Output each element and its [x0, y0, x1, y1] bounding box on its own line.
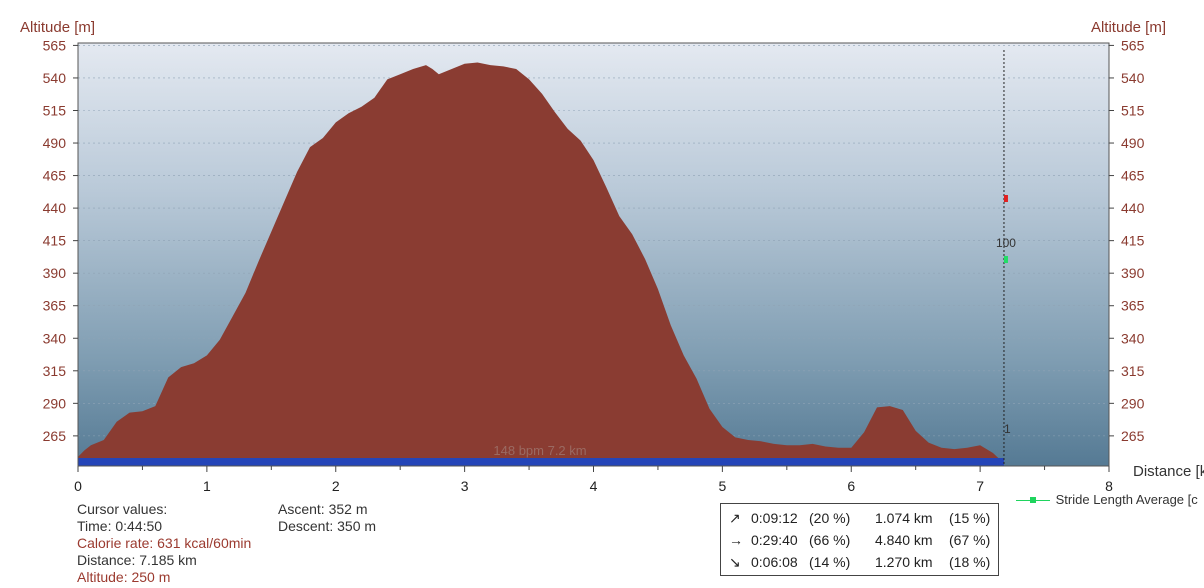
y-axis-left: 265 290 315 340 365 390 415 440 465 490 515 540 565 — [43, 37, 78, 444]
stat-time-pct: (66 %) — [809, 532, 851, 548]
x-tick-label: 1 — [203, 478, 211, 494]
y-tick-label: 290 — [1121, 395, 1145, 411]
x-axis: 0 1 2 3 4 5 6 7 8 — [74, 466, 1113, 494]
x-tick-label: 5 — [718, 478, 726, 494]
stat-distance-pct: (18 %) — [949, 554, 991, 570]
y-tick-label: 415 — [43, 233, 67, 249]
x-tick-label: 4 — [590, 478, 598, 494]
y-tick-label: 465 — [43, 168, 67, 184]
cursor-altitude: Altitude: 250 m — [77, 569, 171, 585]
y-tick-label: 390 — [1121, 265, 1145, 281]
cursor-label-1: 1 — [1004, 422, 1011, 436]
cursor-marker-red — [1003, 195, 1008, 202]
y-tick-label: 515 — [1121, 102, 1145, 118]
stat-time-pct: (20 %) — [809, 510, 851, 526]
descent-arrow-icon: ↘ — [729, 554, 741, 570]
altitude-area — [78, 62, 1004, 464]
y-tick-label: 490 — [1121, 135, 1145, 151]
legend[interactable]: Stride Length Average [c — [1014, 492, 1198, 507]
y-tick-label: 315 — [1121, 363, 1145, 379]
y-tick-label: 315 — [43, 363, 67, 379]
x-tick-label: 3 — [461, 478, 469, 494]
cursor-values-header: Cursor values: — [77, 501, 168, 517]
segment-stats-box: ↗ 0:09:12 (20 %) 1.074 km (15 %) → 0:29:… — [720, 503, 999, 576]
cursor-values-panel: Cursor values: Time: 0:44:50 Calorie rat… — [77, 501, 251, 586]
y-tick-label: 365 — [43, 298, 67, 314]
cursor-marker-green — [1003, 256, 1008, 263]
y-tick-label: 415 — [1121, 233, 1145, 249]
y-axis-right: 265 290 315 340 365 390 415 440 465 490 515 540 565 — [1109, 37, 1145, 444]
cursor-calorie-rate: Calorie rate: 631 kcal/60min — [77, 535, 252, 551]
bar-annotation: 148 bpm 7.2 km — [493, 443, 586, 458]
y-tick-label: 490 — [43, 135, 67, 151]
stat-distance: 1.074 km — [875, 510, 933, 526]
stat-time: 0:06:08 — [751, 554, 798, 570]
y-tick-label: 440 — [43, 200, 67, 216]
y-tick-label: 565 — [43, 37, 67, 53]
y-tick-label: 340 — [43, 330, 67, 346]
stat-distance-pct: (15 %) — [949, 510, 991, 526]
y-tick-label: 540 — [43, 70, 67, 86]
stat-time: 0:09:12 — [751, 510, 798, 526]
stat-time-pct: (14 %) — [809, 554, 851, 570]
cursor-label-100: 100 — [996, 236, 1016, 250]
y-axis-title-right: Altitude [m] — [1091, 19, 1166, 36]
y-tick-label: 265 — [43, 428, 67, 444]
ascent-value: Ascent: 352 m — [278, 501, 368, 517]
x-tick-label: 6 — [847, 478, 855, 494]
stat-time: 0:29:40 — [751, 532, 798, 548]
y-tick-label: 465 — [1121, 168, 1145, 184]
y-tick-label: 540 — [1121, 70, 1145, 86]
y-axis-title-left: Altitude [m] — [20, 19, 95, 36]
flat-arrow-icon: → — [729, 532, 743, 548]
stat-distance-pct: (67 %) — [949, 532, 991, 548]
stat-distance: 1.270 km — [875, 554, 933, 570]
stat-distance: 4.840 km — [875, 532, 933, 548]
totals-panel: Ascent: 352 m Descent: 350 m — [278, 501, 376, 535]
y-tick-label: 340 — [1121, 330, 1145, 346]
legend-line-marker-icon — [1014, 494, 1052, 507]
descent-value: Descent: 350 m — [278, 518, 377, 534]
stats-row-descent: ↘ 0:06:08 (14 %) 1.270 km (18 %) — [721, 552, 998, 574]
legend-entry-stride-length: Stride Length Average [c — [1055, 492, 1198, 507]
distance-bar — [78, 458, 1004, 466]
ascent-arrow-icon: ↗ — [729, 510, 741, 526]
stats-row-flat: → 0:29:40 (66 %) 4.840 km (67 %) — [721, 530, 998, 552]
y-tick-label: 565 — [1121, 37, 1145, 53]
y-tick-label: 265 — [1121, 428, 1145, 444]
y-tick-label: 515 — [43, 102, 67, 118]
x-tick-label: 0 — [74, 478, 82, 494]
y-tick-label: 390 — [43, 265, 67, 281]
stats-row-ascent: ↗ 0:09:12 (20 %) 1.074 km (15 %) — [721, 508, 998, 530]
x-tick-label: 2 — [332, 478, 340, 494]
cursor-distance: Distance: 7.185 km — [77, 552, 197, 568]
y-tick-label: 290 — [43, 395, 67, 411]
x-tick-label: 8 — [1105, 478, 1113, 494]
cursor-time: Time: 0:44:50 — [77, 518, 163, 534]
y-tick-label: 365 — [1121, 298, 1145, 314]
x-axis-title: Distance [km] — [1133, 463, 1204, 480]
x-tick-label: 7 — [976, 478, 984, 494]
y-tick-label: 440 — [1121, 200, 1145, 216]
